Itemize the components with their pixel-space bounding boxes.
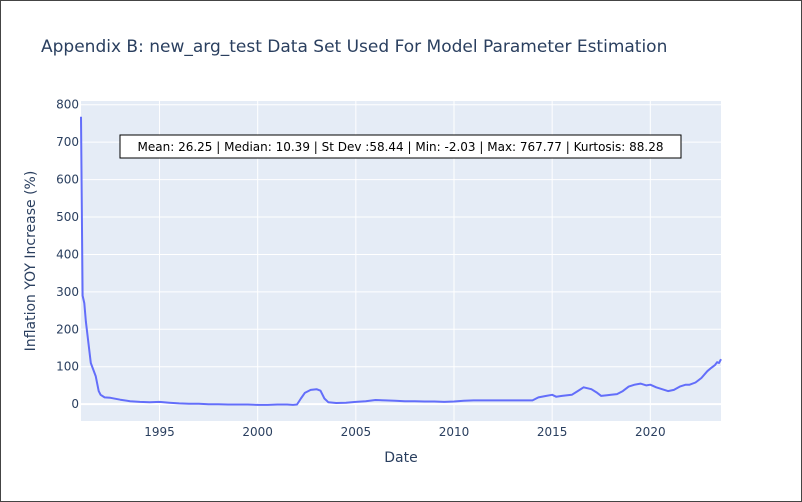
y-tick-label: 0	[71, 397, 79, 411]
x-tick-label: 2010	[439, 425, 470, 439]
x-tick-label: 1995	[144, 425, 175, 439]
y-tick-labels: 0 100 200 300 400 500 600 700 800	[56, 98, 79, 411]
x-tick-label: 2020	[635, 425, 666, 439]
y-tick-label: 300	[56, 285, 79, 299]
y-tick-label: 100	[56, 360, 79, 374]
stats-annotation-box	[119, 134, 682, 159]
y-tick-label: 400	[56, 247, 79, 261]
y-axis-title: Inflation YOY Increase (%)	[23, 171, 39, 352]
x-tick-label: 2000	[242, 425, 273, 439]
chart-title: Appendix B: new_arg_test Data Set Used F…	[41, 37, 667, 57]
y-tick-label: 200	[56, 322, 79, 336]
x-tick-labels: 1995 2000 2005 2010 2015 2020	[144, 425, 665, 439]
y-tick-label: 800	[56, 98, 79, 112]
stats-annotation-text: Mean: 26.25 | Median: 10.39 | St Dev :58…	[138, 140, 664, 154]
y-tick-label: 700	[56, 135, 79, 149]
series-line-inflation	[80, 116, 722, 406]
y-tick-label: 500	[56, 210, 79, 224]
y-tick-label: 600	[56, 173, 79, 187]
x-tick-label: 2005	[341, 425, 372, 439]
stats-annotation: Mean: 26.25 | Median: 10.39 | St Dev :58…	[119, 134, 682, 159]
x-axis-title: Date	[384, 450, 417, 466]
x-tick-label: 2015	[537, 425, 568, 439]
